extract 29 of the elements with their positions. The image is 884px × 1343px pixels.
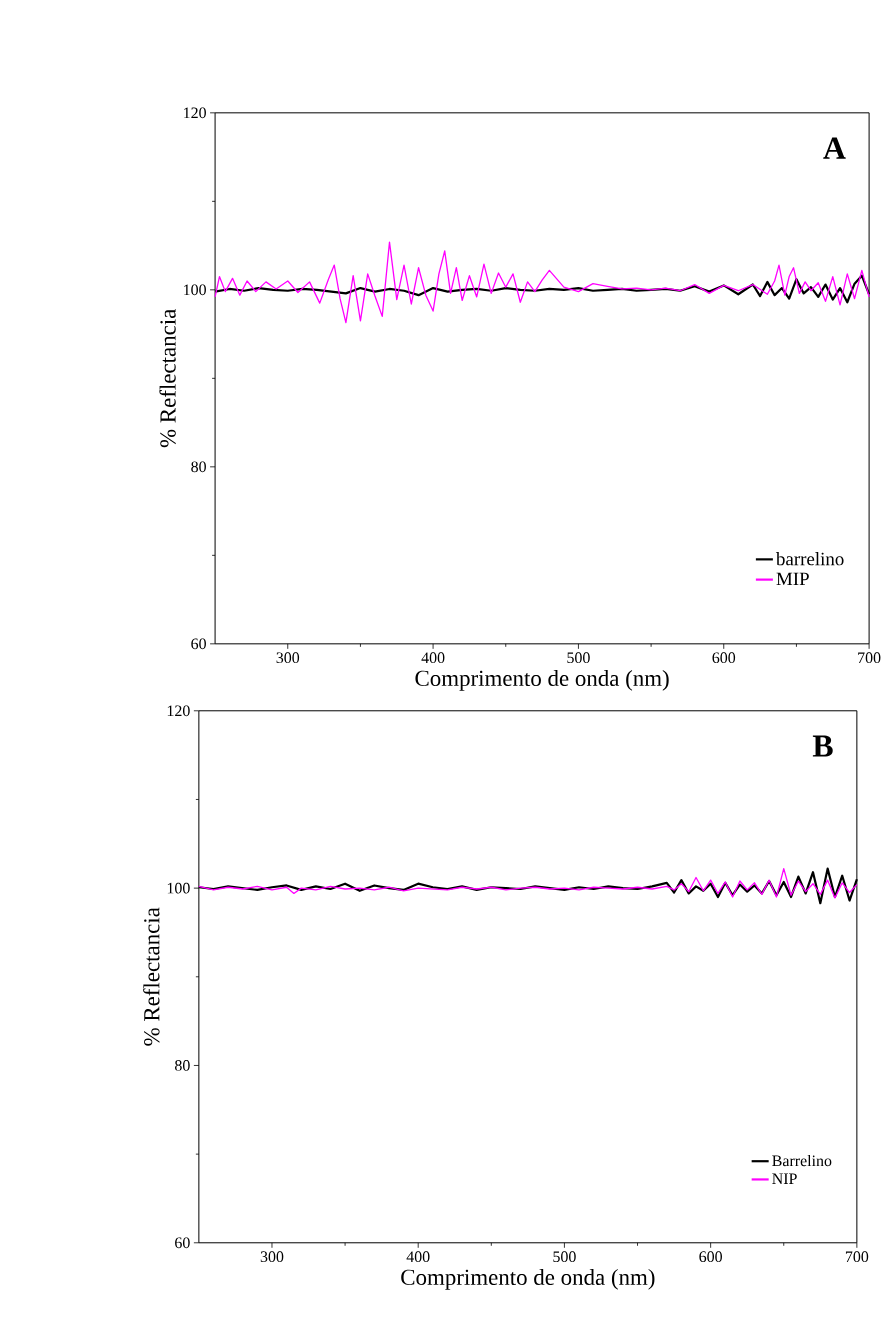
line-series [214,241,870,324]
y-tick-label: 60 [174,1237,190,1249]
x-tick-label: 500 [553,1251,576,1263]
legend-label: NIP [772,1173,797,1184]
y-tick-label: 120 [167,705,190,717]
x-tick-label: 400 [406,1251,430,1263]
annotation: B [812,735,833,757]
legend-label: Barrelino [772,1154,832,1167]
y-tick-label: 100 [167,882,190,894]
x-axis-title: Comprimento de onda (nm) [415,669,669,691]
x-tick-label: 700 [845,1251,869,1263]
legend-label: MIP [776,572,809,586]
x-tick-label: 600 [712,652,735,664]
legend-label: barrelino [775,552,844,566]
annotation: A [823,137,846,159]
y-tick-label: 80 [191,461,206,473]
y-tick-label: 120 [183,107,206,119]
x-tick-label: 300 [276,652,299,664]
y-tick-label: 80 [174,1060,190,1071]
x-tick-label: 500 [567,652,590,664]
y-tick-label: 60 [191,638,206,650]
y-axis-title: % Reflectancia [142,907,160,1046]
x-tick-label: 700 [858,652,881,664]
y-axis-title: % Reflectancia [159,309,176,448]
x-axis-title: Comprimento de onda (nm) [401,1268,655,1290]
x-tick-label: 300 [260,1251,284,1263]
x-tick-label: 600 [699,1251,722,1263]
x-tick-label: 400 [421,652,445,664]
y-tick-label: 100 [183,284,206,296]
